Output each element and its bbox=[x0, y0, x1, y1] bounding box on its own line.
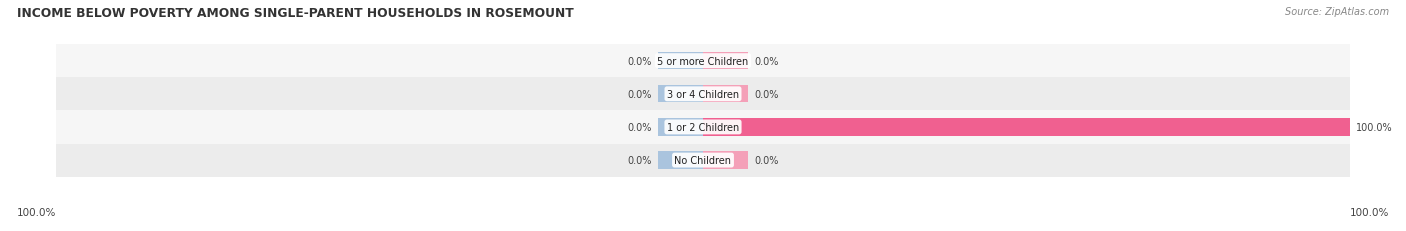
Bar bbox=[56, 45, 1350, 78]
Text: 0.0%: 0.0% bbox=[755, 89, 779, 99]
Bar bbox=[703, 53, 748, 70]
Bar bbox=[703, 152, 748, 169]
Text: 0.0%: 0.0% bbox=[627, 155, 651, 165]
Text: 0.0%: 0.0% bbox=[755, 56, 779, 66]
Text: 100.0%: 100.0% bbox=[1357, 122, 1393, 132]
Text: 3 or 4 Children: 3 or 4 Children bbox=[666, 89, 740, 99]
Text: INCOME BELOW POVERTY AMONG SINGLE-PARENT HOUSEHOLDS IN ROSEMOUNT: INCOME BELOW POVERTY AMONG SINGLE-PARENT… bbox=[17, 7, 574, 20]
Text: No Children: No Children bbox=[675, 155, 731, 165]
Bar bbox=[658, 86, 703, 103]
Bar bbox=[56, 111, 1350, 144]
Bar bbox=[658, 53, 703, 70]
Bar bbox=[658, 152, 703, 169]
Text: 0.0%: 0.0% bbox=[627, 89, 651, 99]
Bar bbox=[56, 144, 1350, 177]
Bar bbox=[658, 119, 703, 136]
Text: 0.0%: 0.0% bbox=[627, 122, 651, 132]
Text: 1 or 2 Children: 1 or 2 Children bbox=[666, 122, 740, 132]
Text: Source: ZipAtlas.com: Source: ZipAtlas.com bbox=[1285, 7, 1389, 17]
Text: 0.0%: 0.0% bbox=[755, 155, 779, 165]
Bar bbox=[703, 86, 748, 103]
Text: 100.0%: 100.0% bbox=[1350, 207, 1389, 217]
Text: 0.0%: 0.0% bbox=[627, 56, 651, 66]
Bar bbox=[703, 119, 1350, 136]
Text: 100.0%: 100.0% bbox=[17, 207, 56, 217]
Bar bbox=[56, 78, 1350, 111]
Text: 5 or more Children: 5 or more Children bbox=[658, 56, 748, 66]
